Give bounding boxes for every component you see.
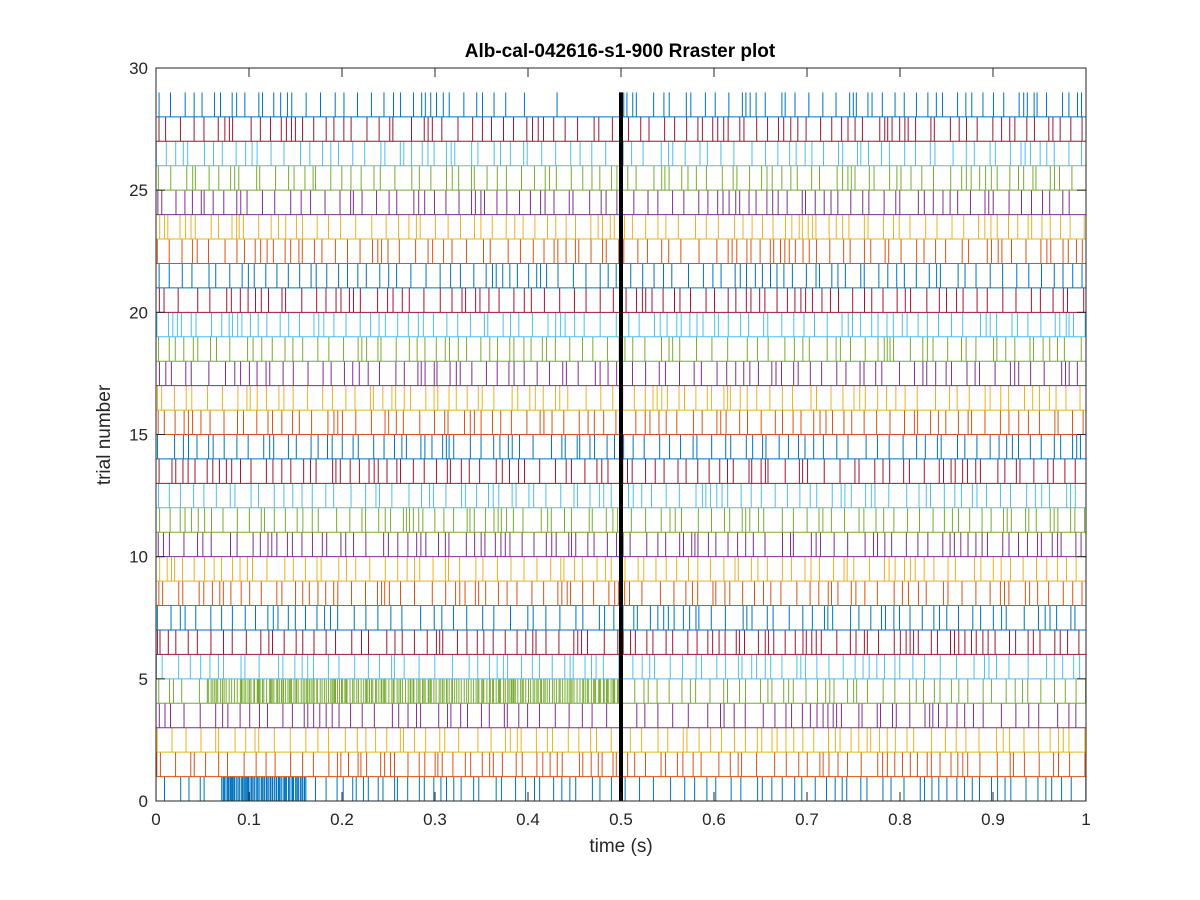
trial-row-6 <box>155 654 1081 679</box>
y-tick-label: 0 <box>139 792 148 811</box>
trial-row-19 <box>158 336 1082 362</box>
trial-row-24 <box>159 214 1085 240</box>
trial-row-13 <box>158 483 1076 508</box>
trial-row-16 <box>157 410 1084 435</box>
trial-row-18 <box>158 361 1078 386</box>
trial-row-23 <box>156 239 1083 264</box>
x-tick-label: 0.2 <box>330 810 354 829</box>
trial-row-29 <box>158 92 1083 117</box>
x-tick-label: 0.3 <box>423 810 447 829</box>
x-tick-label: 0.6 <box>702 810 726 829</box>
x-tick-label: 0.8 <box>888 810 912 829</box>
y-tick-label: 5 <box>139 670 148 689</box>
y-tick-label: 30 <box>129 59 148 78</box>
trial-row-12 <box>159 507 1086 533</box>
x-tick-label: 0.4 <box>516 810 540 829</box>
trial-row-7 <box>156 629 1080 655</box>
trial-row-14 <box>158 458 1076 484</box>
x-tick-label: 0 <box>151 810 160 829</box>
trial-row-8 <box>156 605 1076 630</box>
trial-row-26 <box>157 165 1073 191</box>
x-tick-label: 0.9 <box>981 810 1005 829</box>
trial-row-15 <box>157 434 1081 459</box>
trial-row-1 <box>155 776 1087 801</box>
trial-row-10 <box>159 556 1077 582</box>
x-tick-label: 0.1 <box>237 810 261 829</box>
y-tick-label: 20 <box>129 303 148 322</box>
x-tick-label: 1 <box>1081 810 1090 829</box>
trial-row-3 <box>156 727 1086 753</box>
y-tick-label: 10 <box>129 548 148 567</box>
trial-row-9 <box>158 581 1083 606</box>
trial-row-22 <box>158 263 1083 288</box>
x-axis-label: time (s) <box>589 836 652 857</box>
trial-row-28 <box>158 116 1083 142</box>
trial-row-5 <box>158 678 1087 704</box>
x-tick-label: 0.5 <box>609 810 633 829</box>
spike-trains <box>155 92 1087 801</box>
trial-row-21 <box>158 287 1085 313</box>
y-axis-ticks: 0 5 10 15 20 25 30 <box>129 59 1086 811</box>
trial-row-4 <box>158 703 1077 728</box>
trial-row-17 <box>156 385 1081 411</box>
chart-title: Alb-cal-042616-s1-900 Rraster plot <box>465 41 776 62</box>
y-tick-label: 25 <box>129 181 148 200</box>
x-tick-label: 0.7 <box>795 810 819 829</box>
trial-row-25 <box>157 190 1070 215</box>
trial-row-20 <box>156 312 1086 337</box>
y-axis-label: trial number <box>94 384 115 485</box>
y-tick-label: 15 <box>129 426 148 445</box>
trial-row-2 <box>156 752 1086 777</box>
x-axis-ticks: 0 0.1 0.2 0.3 0.4 0.5 0.6 0.7 0.8 0.9 1 <box>151 68 1091 829</box>
trial-row-11 <box>157 532 1082 557</box>
